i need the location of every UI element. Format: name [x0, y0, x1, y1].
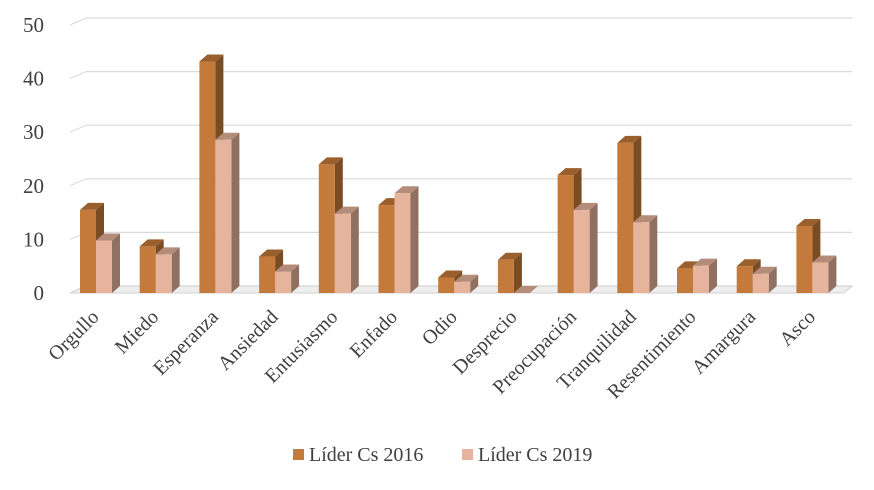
gridline-diag: [69, 17, 87, 26]
gridline-diag: [69, 124, 87, 133]
x-tick-label: Asco: [775, 306, 820, 351]
bar-2016-desprecio: [497, 252, 522, 293]
bar-2019-ansiedad: [275, 264, 300, 293]
y-tick-label: 10: [23, 227, 44, 251]
gridline-diag: [69, 71, 87, 80]
y-tick-label: 20: [23, 174, 44, 198]
x-tick-label: Esperanza: [149, 306, 223, 380]
bar-2019-entusiasmo: [334, 206, 359, 293]
legend-label: Líder Cs 2016: [309, 444, 423, 466]
bar-2019-odio: [454, 274, 479, 293]
y-tick-label: 0: [34, 281, 45, 305]
bar-2019-resentimiento: [693, 258, 717, 293]
bar-2019-orgullo: [96, 233, 120, 293]
x-tick-label: Amargura: [688, 306, 761, 379]
bar-2019-preocupación: [573, 202, 598, 293]
y-axis-ticks: 0 10 20 30 40 50: [23, 13, 44, 305]
x-tick-label: Orgullo: [44, 306, 103, 365]
legend-swatch: [293, 449, 304, 460]
y-tick-label: 40: [23, 67, 44, 91]
bar-2019-miedo: [155, 247, 180, 293]
bar-2019-enfado: [394, 186, 419, 293]
legend: Líder Cs 2016 Líder Cs 2019: [293, 444, 592, 466]
bar-2019-asco: [812, 255, 837, 293]
bars: [80, 54, 837, 294]
bar-2019-amargura: [752, 266, 777, 293]
gridline-diag: [69, 178, 87, 187]
x-tick-label: Enfado: [346, 306, 402, 362]
gridlines: [69, 17, 852, 294]
y-tick-label: 50: [23, 13, 44, 37]
bar-2019-tranquilidad: [633, 215, 658, 293]
x-tick-label: Odio: [418, 306, 462, 350]
bar-2019-desprecio: [513, 286, 538, 293]
x-tick-label: Miedo: [111, 306, 163, 358]
legend-swatch: [462, 449, 473, 460]
bar-2019-esperanza: [215, 132, 240, 293]
legend-label: Líder Cs 2019: [478, 444, 592, 466]
y-tick-label: 30: [23, 120, 44, 144]
